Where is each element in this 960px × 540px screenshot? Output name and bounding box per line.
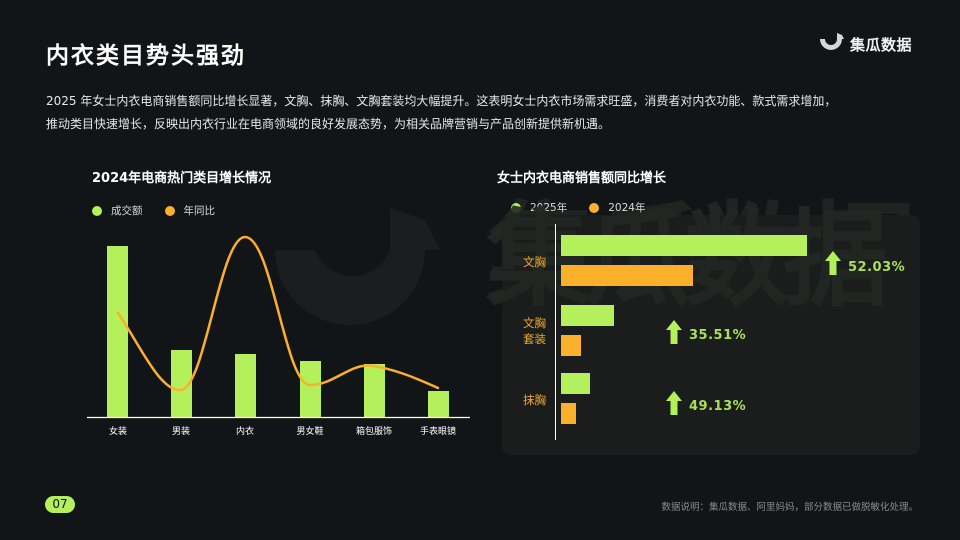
description-text: 2025 年女士内衣电商销售额同比增长显著，文胸、抹胸、文胸套装均大幅提升。这表…	[46, 90, 926, 136]
description-line-1: 2025 年女士内衣电商销售额同比增长显著，文胸、抹胸、文胸套装均大幅提升。这表…	[46, 94, 837, 108]
x-label: 内衣	[235, 427, 254, 437]
bar-neiyi	[235, 354, 256, 417]
category-label-line: 文胸	[523, 316, 546, 330]
up-arrow-icon	[666, 320, 682, 344]
bar-nvzhuang	[107, 246, 128, 417]
brand-logo: 集瓜数据	[818, 33, 912, 55]
legend-dot-green-icon	[92, 205, 102, 216]
bar-nannvxie	[300, 361, 321, 417]
category-label-moxiong: 抹胸	[506, 392, 546, 408]
description-line-2: 推动类目快速增长，反映出内衣行业在电商领域的良好发展态势，为相关品牌营销与产品创…	[46, 117, 611, 131]
bar-taozhuang-2025	[561, 305, 614, 326]
bar-wenxiong-2024	[561, 265, 693, 286]
bar-moxiong-2025	[561, 373, 590, 394]
x-label: 男装	[171, 427, 190, 437]
category-label-line: 套装	[523, 332, 546, 346]
x-label: 男女鞋	[296, 427, 324, 437]
right-chart-title: 女士内衣电商销售额同比增长	[497, 171, 667, 186]
legend-item-2024: 2024年	[589, 200, 645, 215]
category-label-wenxiong: 文胸	[506, 254, 546, 270]
page-title: 内衣类目势头强劲	[46, 43, 246, 69]
right-watermark-text: 集瓜数据	[486, 199, 888, 321]
bar-shoubiao	[428, 391, 449, 417]
x-label: 手表眼镜	[419, 427, 456, 437]
category-label-line: 文胸	[523, 255, 546, 269]
right-chart-plot	[555, 224, 841, 440]
yoy-line	[116, 235, 440, 392]
up-arrow-icon	[666, 391, 682, 415]
legend-label: 年同比	[183, 205, 216, 217]
bar-xiangbao	[364, 364, 385, 417]
logo-icon	[820, 33, 844, 50]
growth-value-wenxiong: 52.03%	[848, 260, 906, 275]
gmv-bars	[107, 246, 449, 417]
legend-dot-green-icon	[511, 202, 521, 213]
growth-value-moxiong: 49.13%	[689, 399, 747, 414]
bar-taozhuang-2024	[561, 335, 581, 356]
legend-dot-orange-icon	[164, 205, 175, 216]
x-label: 女装	[108, 427, 127, 437]
left-chart-plot	[87, 235, 470, 419]
left-chart-title: 2024年电商热门类目增长情况	[92, 171, 272, 186]
legend-item-gmv: 成交额	[92, 203, 143, 218]
left-chart-legend: 成交额 年同比	[92, 203, 237, 218]
legend-label: 2025年	[530, 202, 568, 214]
up-arrow-icon	[825, 251, 841, 275]
right-chart-legend: 2025年 2024年	[511, 200, 667, 215]
category-label-line: 抹胸	[523, 393, 546, 407]
bar-moxiong-2024	[561, 403, 576, 424]
page-number-badge: 07	[45, 496, 75, 513]
source-note: 数据说明：集瓜数据、阿里妈妈，部分数据已做脱敏化处理。	[661, 502, 918, 513]
category-label-taozhuang: 文胸 套装	[506, 315, 546, 347]
x-label: 箱包服饰	[355, 427, 392, 437]
watermark-logo-icon	[275, 208, 440, 325]
logo-text: 集瓜数据	[850, 35, 913, 54]
legend-label: 成交额	[111, 205, 143, 217]
legend-item-2025: 2025年	[511, 200, 567, 215]
legend-item-yoy: 年同比	[164, 203, 216, 218]
legend-label: 2024年	[608, 202, 646, 214]
growth-value-taozhuang: 35.51%	[689, 328, 747, 343]
bar-wenxiong-2025	[561, 235, 807, 256]
bar-nanzhuang	[171, 350, 192, 417]
legend-dot-orange-icon	[589, 202, 600, 213]
